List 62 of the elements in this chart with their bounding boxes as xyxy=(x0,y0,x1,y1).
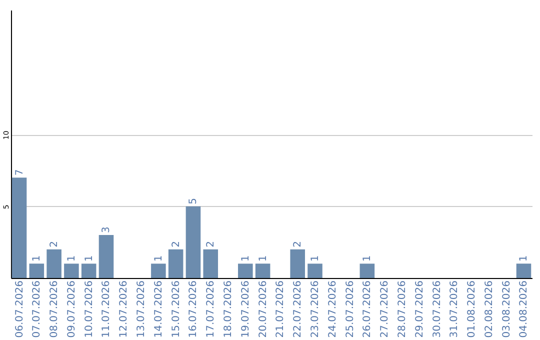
x-tick-label: 18.07.2026 xyxy=(223,280,234,338)
data-label: 5 xyxy=(188,198,200,204)
x-tick-label: 27.07.2026 xyxy=(380,280,391,338)
x-tick-label: 22.07.2026 xyxy=(292,280,304,338)
bar xyxy=(168,249,184,278)
bar xyxy=(64,264,79,278)
data-label: 3 xyxy=(101,226,112,234)
data-label: 1 xyxy=(258,255,269,262)
x-tick-label: 14.07.2026 xyxy=(153,280,164,338)
bar xyxy=(290,249,305,278)
x-tick-label: 15.07.2026 xyxy=(170,280,182,338)
bar xyxy=(186,206,201,278)
bar xyxy=(516,264,532,278)
x-tick-label: 12.07.2026 xyxy=(118,280,130,338)
bar xyxy=(308,264,322,278)
x-tick-label: 08.07.2026 xyxy=(49,280,60,338)
x-tick-label: 16.07.2026 xyxy=(188,280,200,338)
x-tick-label: 29.07.2026 xyxy=(414,280,426,338)
data-label: 2 xyxy=(49,240,60,248)
data-label: 2 xyxy=(170,240,182,248)
bar xyxy=(81,264,96,278)
x-tick-label: 09.07.2026 xyxy=(66,280,78,338)
x-tick-label: 23.07.2026 xyxy=(310,280,321,338)
bar xyxy=(12,178,27,278)
bar xyxy=(255,264,270,278)
x-tick-label: 25.07.2026 xyxy=(344,280,356,338)
x-tick-label: 13.07.2026 xyxy=(136,280,148,338)
x-tick-label: 01.08.2026 xyxy=(466,280,478,338)
bar xyxy=(151,264,166,278)
bar xyxy=(360,264,375,278)
bar xyxy=(238,264,253,278)
x-tick-label: 28.07.2026 xyxy=(396,280,408,338)
x-tick-label: 04.08.2026 xyxy=(518,280,530,338)
bar xyxy=(203,249,218,278)
x-tick-label: 03.08.2026 xyxy=(501,280,512,338)
x-tick-label: 31.07.2026 xyxy=(449,280,460,338)
x-tick-label: 26.07.2026 xyxy=(362,280,374,338)
x-tick-label: 02.08.2026 xyxy=(484,280,495,338)
data-label: 1 xyxy=(153,255,164,262)
data-label: 1 xyxy=(362,255,374,262)
x-tick-label: 30.07.2026 xyxy=(432,280,443,338)
data-label: 1 xyxy=(240,255,252,262)
x-tick-label: 21.07.2026 xyxy=(275,280,286,338)
data-label: 1 xyxy=(66,255,78,262)
data-label: 2 xyxy=(292,240,304,248)
bar xyxy=(29,264,44,278)
x-tick-label: 17.07.2026 xyxy=(206,280,217,338)
x-tick-label: 20.07.2026 xyxy=(258,280,269,338)
data-label: 1 xyxy=(32,255,43,262)
x-tick-label: 19.07.2026 xyxy=(240,280,252,338)
x-tick-label: 24.07.2026 xyxy=(327,280,338,338)
data-label: 1 xyxy=(518,255,530,262)
bar xyxy=(46,249,62,278)
x-tick-label: 10.07.2026 xyxy=(84,280,95,338)
data-label: 1 xyxy=(84,255,95,262)
x-tick-label: 07.07.2026 xyxy=(32,280,43,338)
data-label: 1 xyxy=(310,255,321,262)
x-tick-label: 11.07.2026 xyxy=(101,280,112,338)
data-label: 2 xyxy=(206,240,217,248)
x-tick-label: 06.07.2026 xyxy=(14,280,26,338)
bar xyxy=(98,235,114,278)
data-label: 7 xyxy=(14,169,26,176)
